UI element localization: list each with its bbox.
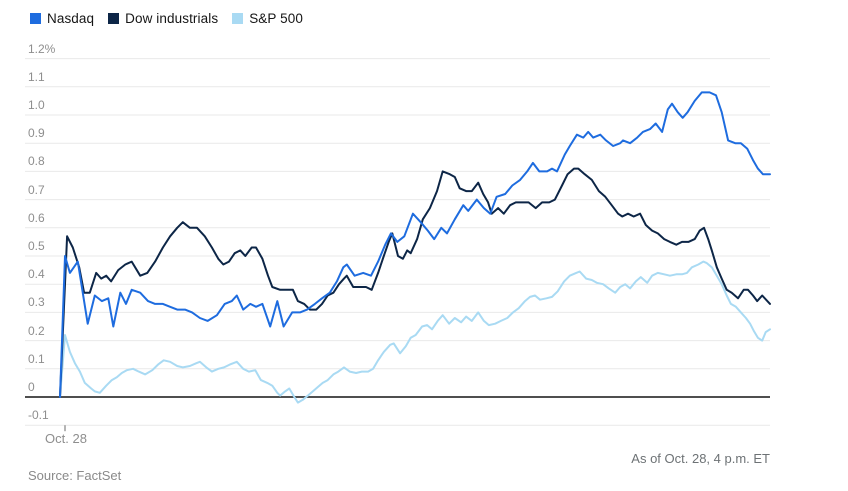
y-axis-label: 0.3: [28, 295, 45, 310]
dow-swatch-icon: [108, 13, 120, 24]
sp500-swatch-icon: [232, 13, 244, 24]
y-axis-label: 1.1: [28, 69, 45, 84]
y-axis-label: 0.2: [28, 323, 45, 338]
y-axis-label: 0.5: [28, 239, 45, 253]
series-line-s-p-500: [59, 260, 771, 404]
y-axis-label: -0.1: [28, 408, 49, 423]
series-line-dow-industrials: [59, 167, 771, 398]
nasdaq-swatch-icon: [30, 13, 41, 24]
as-of-note: As of Oct. 28, 4 p.m. ET: [631, 451, 770, 466]
legend-label: Dow industrials: [125, 11, 219, 26]
y-axis-label: 1.0: [28, 98, 45, 112]
series-line-nasdaq: [59, 91, 771, 398]
y-axis-label: 0: [28, 380, 35, 394]
y-axis-label: 0.1: [28, 351, 45, 366]
legend: Nasdaq Dow industrials S&P 500: [30, 11, 303, 26]
y-axis-label: 0.8: [28, 154, 45, 169]
y-axis-label: 0.7: [28, 182, 45, 197]
x-axis-tick-label: Oct. 28: [45, 431, 87, 446]
legend-item-sp500: S&P 500: [232, 11, 303, 26]
legend-label: Nasdaq: [47, 11, 95, 26]
y-axis-label: 0.9: [28, 126, 45, 141]
y-axis-label: 1.2%: [28, 41, 56, 56]
legend-item-dow-industrials: Dow industrials: [108, 11, 218, 26]
y-axis-label: 0.4: [28, 267, 45, 282]
legend-label: S&P 500: [249, 11, 303, 26]
legend-item-nasdaq: Nasdaq: [30, 11, 94, 26]
y-axis-label: 0.6: [28, 210, 45, 225]
source-note: Source: FactSet: [28, 468, 122, 483]
